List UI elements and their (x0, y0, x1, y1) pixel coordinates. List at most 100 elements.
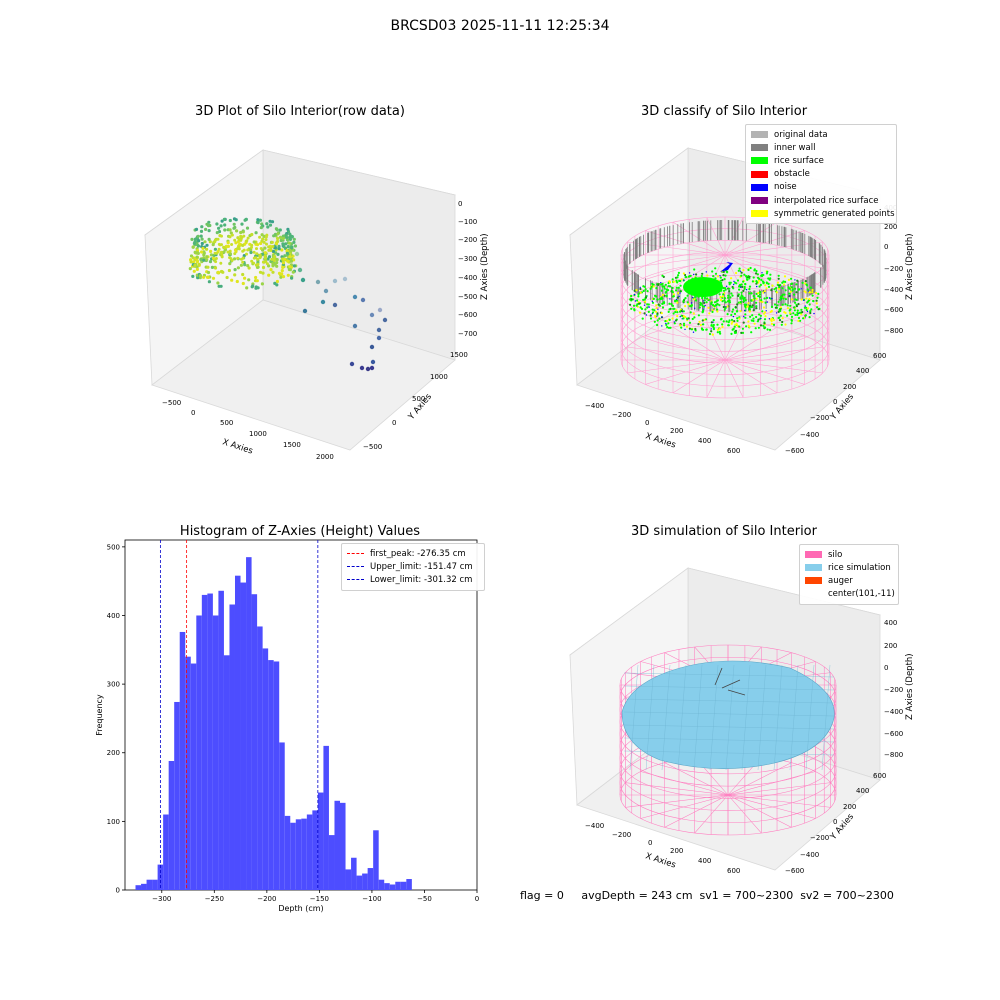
histogram-chart: −300 −250 −200 −150 −100 −50 0 0 100 200 300 400 50… (95, 539, 479, 913)
silo-spoke (724, 322, 744, 361)
classified-point (755, 307, 758, 310)
histogram-bar (279, 742, 285, 890)
classified-point (677, 274, 680, 277)
classified-point (809, 310, 812, 313)
histogram-bar (273, 661, 280, 890)
classified-point (774, 306, 778, 309)
classified-point (801, 281, 804, 284)
classified-point (764, 301, 767, 304)
x-tick-label: −300 (152, 895, 171, 903)
classified-point (640, 307, 644, 310)
classified-point (733, 312, 737, 315)
classified-point (692, 312, 695, 315)
raw-point (233, 273, 237, 277)
silo-spoke (724, 254, 823, 269)
classified-point (725, 285, 728, 287)
classified-point (763, 297, 766, 300)
raw-point (196, 234, 200, 238)
classified-point (642, 289, 645, 293)
mesh-line (629, 664, 639, 771)
raw-point (208, 223, 212, 228)
classified-point (661, 325, 663, 327)
classified-point (712, 304, 715, 307)
raw-point (239, 238, 243, 242)
classified-point (722, 305, 725, 309)
histogram-bar (345, 869, 352, 890)
classified-point (634, 300, 637, 302)
classified-point (682, 315, 685, 318)
classified-point (651, 308, 654, 311)
silo-spoke (625, 794, 729, 808)
classified-point (805, 283, 808, 286)
classified-point (745, 303, 748, 306)
classified-point (766, 296, 769, 299)
legend-entry: inner wall (751, 141, 891, 154)
raw-point (220, 234, 223, 238)
classified-point (759, 314, 763, 317)
auger-marker (714, 667, 746, 696)
classified-point (686, 294, 689, 297)
raw-point (239, 230, 243, 235)
classified-point (790, 319, 794, 322)
classified-point (720, 317, 723, 320)
raw-point (195, 267, 199, 271)
z-tick: −400 (884, 708, 903, 716)
raw-point (210, 265, 214, 269)
classified-point (727, 296, 730, 299)
classified-point (775, 312, 778, 314)
classified-point (655, 295, 658, 298)
classified-point (714, 277, 717, 280)
raw-point (274, 227, 278, 231)
legend-label: noise (774, 182, 797, 193)
classified-point (789, 290, 792, 293)
classified-point (790, 298, 794, 301)
classified-point (706, 274, 709, 277)
legend-label: Upper_limit: -151.47 cm (370, 561, 473, 572)
classified-point (630, 294, 633, 298)
raw-point (241, 281, 245, 286)
classified-point (645, 314, 648, 316)
legend-label: silo (828, 549, 843, 560)
raw-point (228, 262, 232, 266)
classified-point (639, 291, 642, 294)
raw-outlier-point (352, 323, 358, 329)
classified-point (788, 311, 792, 314)
classified-point (742, 280, 745, 283)
raw-point (281, 261, 286, 265)
classified-point (778, 308, 781, 312)
classified-point (633, 309, 636, 312)
classified-point (735, 282, 738, 285)
classified-point (757, 318, 760, 321)
classified-point (652, 297, 656, 300)
raw-point (241, 243, 245, 247)
raw-point (271, 245, 275, 248)
classified-point (752, 309, 755, 312)
classified-point (661, 293, 665, 296)
raw-outlier-point (323, 288, 329, 294)
histogram-bar (146, 879, 153, 890)
classified-point (788, 287, 791, 290)
raw-point (267, 245, 271, 249)
y-tick-label: 400 (107, 612, 120, 620)
classified-point (671, 291, 675, 294)
classified-point (762, 306, 766, 309)
raw-point (223, 246, 227, 250)
classified-point (721, 323, 724, 326)
raw-point (285, 251, 289, 255)
classified-point (716, 323, 719, 326)
classified-point (815, 291, 818, 295)
classified-point (706, 297, 709, 300)
classified-point (778, 286, 781, 289)
raw-outlier-point (297, 267, 303, 273)
classified-point (762, 291, 765, 294)
raw-point (192, 241, 196, 245)
raw-point (216, 237, 220, 241)
silo-spoke (727, 782, 831, 796)
raw-outlier-point (369, 365, 375, 371)
classified-point (698, 306, 701, 309)
raw-y-ticks: −500 0 500 1000 1500 (363, 351, 468, 451)
classified-point (765, 310, 767, 312)
legend-swatch (805, 591, 822, 598)
raw-point (245, 252, 248, 256)
silo-spoke (625, 782, 729, 796)
